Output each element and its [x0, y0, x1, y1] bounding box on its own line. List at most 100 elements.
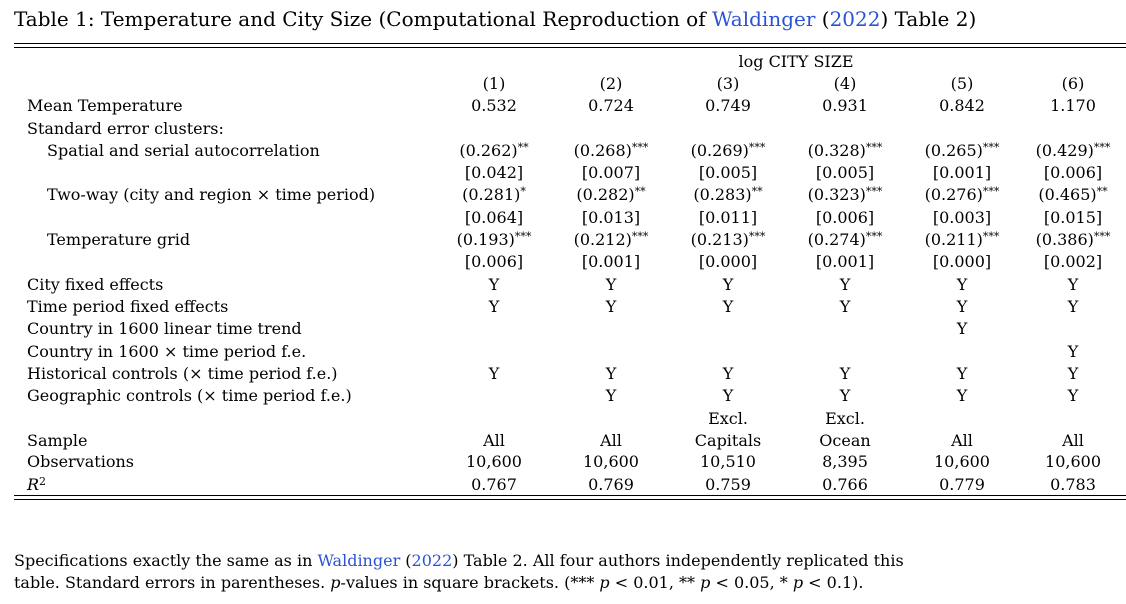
row-label: Time period fixed effects: [27, 296, 229, 316]
row-label: Observations: [27, 452, 134, 472]
cell: [1020, 318, 1126, 340]
p-cell: [0.003]: [932, 207, 992, 227]
top-rule-2: [14, 47, 1126, 48]
row-label: Country in 1600 linear time trend: [27, 319, 302, 339]
p-cell: [0.006]: [815, 207, 875, 227]
notes-year-link[interactable]: 2022: [411, 551, 453, 570]
cell: Y: [1067, 341, 1079, 361]
cell: 1.170: [1050, 96, 1096, 116]
cell: Y: [839, 386, 851, 406]
cell: Y: [839, 363, 851, 383]
cell: [786, 340, 904, 362]
se-cell: (0.211)***: [924, 230, 1000, 250]
dependent-var-row: log CITY SIZE: [14, 51, 1126, 73]
caption-year-link[interactable]: 2022: [829, 7, 881, 31]
cell: Y: [956, 319, 968, 339]
cell: [436, 318, 552, 340]
cell: Y: [1067, 363, 1079, 383]
column-header-2: (2): [599, 74, 623, 93]
se-cell: (0.465)**: [1038, 185, 1108, 205]
cell: 10,510: [700, 452, 756, 472]
row-label: Two-way (city and region × time period): [47, 185, 376, 205]
se-cell: (0.213)***: [690, 230, 766, 250]
p-cell: [0.000]: [932, 252, 992, 272]
cell: Y: [722, 274, 734, 294]
cell: Excl.: [708, 409, 748, 429]
cell: Y: [488, 274, 500, 294]
p-cell: [0.000]: [698, 252, 758, 272]
cell: [1020, 407, 1126, 429]
cell: Ocean: [819, 431, 871, 451]
caption-author-link[interactable]: Waldinger: [711, 7, 816, 31]
column-header-4: (4): [833, 74, 857, 93]
se-cell: (0.274)***: [807, 230, 883, 250]
caption-paren-open: (: [815, 7, 830, 31]
table-row-r-squared: R2 0.767 0.769 0.759 0.766 0.779 0.783: [14, 473, 1126, 495]
table-row-time-fe: Time period fixed effects Y Y Y Y Y Y: [14, 296, 1126, 318]
cell: 0.783: [1050, 474, 1096, 494]
cell: All: [483, 431, 505, 451]
se-cell: (0.269)***: [690, 140, 766, 160]
p-cell: [0.001]: [932, 163, 992, 183]
cell: Y: [956, 386, 968, 406]
cell: Y: [488, 296, 500, 316]
cell: Y: [956, 296, 968, 316]
p-cell: [0.002]: [1043, 252, 1103, 272]
table-row-sample: Sample All All Capitals Ocean All All: [14, 429, 1126, 451]
p-cell: [0.064]: [464, 207, 524, 227]
table-row-twoway-p: [0.064] [0.013] [0.011] [0.006] [0.003] …: [14, 206, 1126, 228]
cell: Y: [1067, 386, 1079, 406]
p-cell: [0.006]: [1043, 163, 1103, 183]
cell: 0.779: [939, 474, 985, 494]
row-label: Country in 1600 × time period f.e.: [27, 341, 307, 361]
cell: 0.842: [939, 96, 985, 116]
table-row-spatial-p: [0.042] [0.007] [0.005] [0.005] [0.001] …: [14, 162, 1126, 184]
cell: 0.769: [588, 474, 634, 494]
cell: [436, 340, 552, 362]
cell: [904, 340, 1020, 362]
row-label: Historical controls (× time period f.e.): [27, 363, 338, 383]
dependent-var-label: log CITY SIZE: [738, 52, 854, 71]
table-notes: Specifications exactly the same as in Wa…: [14, 550, 904, 594]
cell: [436, 385, 552, 407]
row-label: Temperature grid: [47, 230, 191, 250]
cell: Y: [722, 363, 734, 383]
cell: 10,600: [583, 452, 639, 472]
se-cell: (0.212)***: [573, 230, 649, 250]
cell: 0.724: [588, 96, 634, 116]
table-row-country-trend: Country in 1600 linear time trend Y: [14, 318, 1126, 340]
cell: 10,600: [466, 452, 522, 472]
notes-line-1: Specifications exactly the same as in Wa…: [14, 551, 904, 570]
row-label: Mean Temperature: [27, 96, 183, 116]
cell: 0.931: [822, 96, 868, 116]
cell: Y: [722, 386, 734, 406]
p-cell: [0.015]: [1043, 207, 1103, 227]
table-row-geographic-controls: Geographic controls (× time period f.e.)…: [14, 385, 1126, 407]
table-row-sample-excl: Excl. Excl.: [14, 407, 1126, 429]
cell: Y: [605, 363, 617, 383]
p-cell: [0.007]: [581, 163, 641, 183]
table-row-country-tp: Country in 1600 × time period f.e. Y: [14, 340, 1126, 362]
row-label: Geographic controls (× time period f.e.): [27, 386, 352, 406]
cell: 10,600: [1045, 452, 1101, 472]
cell: All: [1062, 431, 1084, 451]
table-row-tempgrid-se: Temperature grid (0.193)*** (0.212)*** (…: [14, 229, 1126, 251]
caption-prefix: Table 1: Temperature and City Size (Comp…: [14, 7, 712, 31]
p-cell: [0.001]: [581, 252, 641, 272]
cell: Excl.: [825, 409, 865, 429]
se-cell: (0.276)***: [924, 185, 1000, 205]
cell: [670, 318, 786, 340]
top-rule-1: [14, 43, 1126, 44]
column-header-1: (1): [482, 74, 506, 93]
p-cell: [0.005]: [815, 163, 875, 183]
p-cell: [0.006]: [464, 252, 524, 272]
se-cell: (0.323)***: [807, 185, 883, 205]
notes-author-link[interactable]: Waldinger: [317, 551, 401, 570]
caption-suffix: ) Table 2): [880, 7, 977, 31]
table-row-historical-controls: Historical controls (× time period f.e.)…: [14, 363, 1126, 385]
cell: Y: [605, 386, 617, 406]
table-row-twoway-se: Two-way (city and region × time period) …: [14, 184, 1126, 206]
se-cell: (0.282)**: [576, 185, 646, 205]
se-cell: (0.328)***: [807, 140, 883, 160]
